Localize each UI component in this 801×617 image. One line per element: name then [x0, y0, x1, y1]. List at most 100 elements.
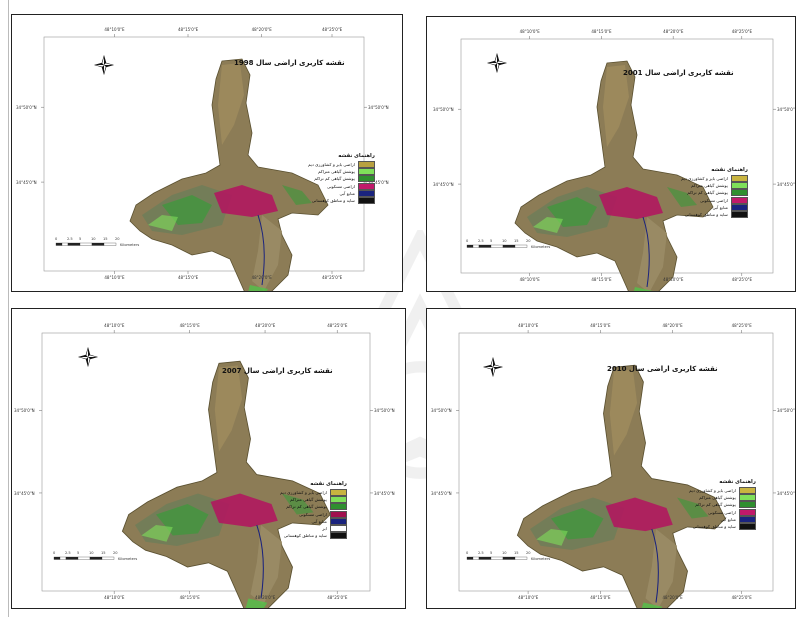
scale-label: 5 — [490, 551, 493, 555]
scale-bar — [53, 556, 115, 560]
legend-swatch — [730, 189, 748, 197]
legend-label: منابع آبی — [720, 516, 736, 522]
legend-label: پوشش گیاهی متراکم — [690, 183, 728, 189]
top-tick-label: 48°20'0"E — [663, 29, 684, 34]
right-tick-label: 34°45'0"N — [374, 490, 395, 496]
legend-label: منابع آبی — [311, 518, 327, 524]
map-panel-1998: 48°10'0"E 48°15'0"E 48°20'0"E 48°25'0"E 48°1… — [11, 14, 403, 292]
scale-label: 0 — [55, 237, 58, 241]
legend-swatch — [738, 501, 756, 509]
scale-label: 0 — [466, 239, 469, 243]
scale-bar — [55, 242, 117, 246]
scale-label: 5 — [490, 239, 493, 243]
top-tick-label: 48°25'0"E — [731, 323, 752, 328]
map-canvas — [41, 34, 367, 291]
scale-unit-label: Kilometers — [120, 243, 140, 247]
legend-swatch — [738, 494, 756, 502]
legend-item: پوشش گیاهی کم تراکم — [689, 501, 756, 509]
scale-label: 10 — [89, 551, 94, 555]
scale-label: 5 — [79, 237, 82, 241]
map-panel-2010: 48°10'0"E 48°15'0"E 48°20'0"E 48°25'0"E 48°1… — [426, 308, 796, 609]
right-tick-label: 34°50'0"N — [374, 408, 395, 414]
north-arrow-icon — [486, 52, 508, 74]
legend-label: اراضی مسکونی — [298, 511, 327, 517]
map-frame — [460, 38, 774, 274]
scale-label: 0 — [53, 551, 56, 555]
map-legend: راهنمای نقشه اراضی بایر و کشاورزی دیم پوشش… — [681, 167, 748, 219]
map-frame — [41, 332, 371, 592]
right-tick-label: 34°50'0"N — [368, 105, 389, 111]
legend-item: سایه و مناطق کوهستانی — [280, 532, 347, 540]
legend-label: سایه و مناطق کوهستانی — [283, 533, 327, 539]
legend-swatch — [357, 161, 375, 169]
legend-label: ابر — [322, 526, 327, 532]
left-tick-label: 34°45'0"N — [14, 490, 35, 496]
legend-title: راهنمای نقشه — [719, 479, 756, 485]
study-area-map — [129, 58, 329, 291]
scale-label: 20 — [526, 551, 531, 555]
scale-label: 15 — [514, 551, 519, 555]
bottom-tick-label: 48°10'0"E — [104, 595, 125, 600]
scale-label: 2.5 — [67, 237, 73, 241]
study-area-map — [516, 364, 726, 608]
legend-item: ابر — [280, 525, 347, 533]
bottom-tick-label: 48°20'0"E — [662, 595, 683, 600]
top-tick-label: 48°15'0"E — [590, 323, 611, 328]
top-tick-label: 48°20'0"E — [251, 27, 272, 32]
bottom-tick-label: 48°25'0"E — [327, 595, 348, 600]
bottom-tick-label: 48°10'0"E — [519, 277, 540, 282]
scale-label: 2.5 — [478, 551, 484, 555]
map-canvas — [39, 330, 373, 608]
legend-label: اراضی مسکونی — [326, 183, 355, 189]
left-tick-label: 34°50'0"N — [433, 107, 454, 113]
legend-item: سایه و مناطق کوهستانی — [681, 211, 748, 219]
north-arrow-icon — [77, 346, 99, 368]
top-tick-label: 48°10'0"E — [104, 323, 125, 328]
scale-bar — [466, 556, 528, 560]
map-title: نقشه کاربری اراضی سال 2010 — [607, 365, 718, 373]
bottom-tick-label: 48°25'0"E — [731, 595, 752, 600]
bottom-tick-label: 48°25'0"E — [731, 277, 752, 282]
legend-item: اراضی مسکونی — [308, 182, 375, 190]
legend-swatch — [357, 189, 375, 197]
legend-label: پوشش گیاهی کم تراکم — [695, 502, 736, 508]
top-tick-label: 48°10'0"E — [518, 323, 539, 328]
right-tick-label: 34°45'0"N — [368, 180, 389, 186]
legend-swatch — [329, 489, 347, 497]
legend-label: منابع آبی — [339, 190, 355, 196]
top-tick-label: 48°10'0"E — [519, 29, 540, 34]
bottom-tick-label: 48°20'0"E — [255, 595, 276, 600]
legend-item: اراضی مسکونی — [689, 508, 756, 516]
map-canvas — [456, 330, 776, 608]
scale-label: 10 — [91, 237, 96, 241]
map-title: نقشه کاربری اراضی سال 2001 — [623, 69, 734, 77]
legend-label: اراضی بایر و کشاورزی دیم — [689, 488, 736, 494]
scale-label: 20 — [526, 239, 531, 243]
map-legend: راهنمای نقشه اراضی بایر و کشاورزی دیم پوشش… — [689, 479, 756, 531]
legend-label: پوشش گیاهی متراکم — [289, 497, 327, 503]
study-area-map — [121, 360, 331, 608]
legend-item: منابع آبی — [681, 203, 748, 211]
north-arrow-icon — [482, 356, 504, 378]
legend-label: اراضی بایر و کشاورزی دیم — [280, 490, 327, 496]
legend-item: پوشش گیاهی کم تراکم — [308, 175, 375, 183]
legend-swatch — [738, 515, 756, 523]
legend-swatch — [730, 203, 748, 211]
scale-label: 20 — [113, 551, 118, 555]
scale-label: 2.5 — [65, 551, 71, 555]
legend-label: پوشش گیاهی کم تراکم — [314, 176, 355, 182]
bottom-tick-label: 48°20'0"E — [251, 275, 272, 280]
map-title: نقشه کاربری اراضی سال 2007 — [222, 367, 333, 375]
legend-item: پوشش گیاهی متراکم — [689, 494, 756, 502]
legend-item: پوشش گیاهی متراکم — [681, 182, 748, 190]
legend-item: اراضی بایر و کشاورزی دیم — [280, 489, 347, 497]
scale-label: 10 — [502, 551, 507, 555]
legend-label: پوشش گیاهی متراکم — [698, 495, 736, 501]
legend-item: پوشش گیاهی متراکم — [280, 496, 347, 504]
legend-label: پوشش گیاهی متراکم — [317, 169, 355, 175]
legend-title: راهنمای نقشه — [711, 167, 748, 173]
legend-label: اراضی مسکونی — [699, 197, 728, 203]
legend-item: پوشش گیاهی کم تراکم — [280, 503, 347, 511]
legend-label: پوشش گیاهی کم تراکم — [687, 190, 728, 196]
legend-label: اراضی بایر و کشاورزی دیم — [308, 162, 355, 168]
